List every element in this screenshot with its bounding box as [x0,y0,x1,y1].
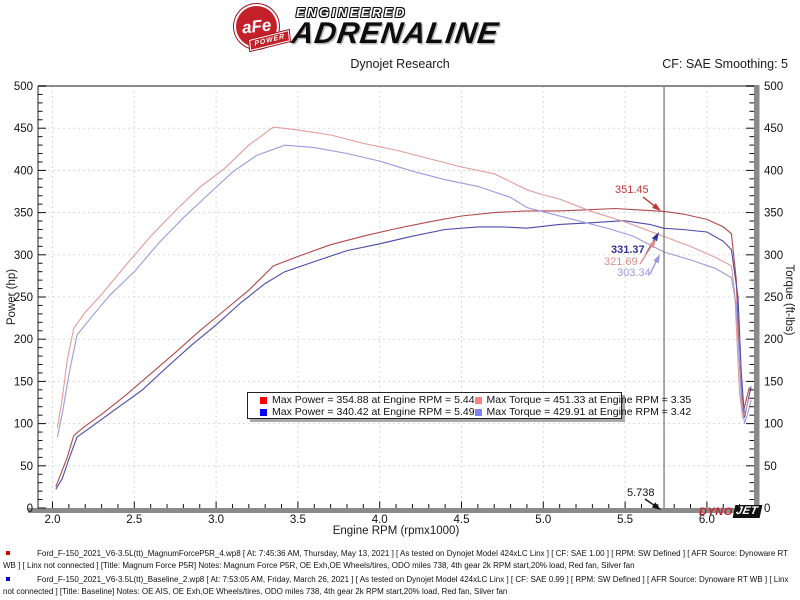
chart-legend: Max Power = 354.88 at Engine RPM = 5.44 … [247,392,691,419]
curve-baseline-torque-ft-lbs- [56,144,752,438]
annotation-value-5.738: 5.738 [627,487,655,499]
legend-label: Max Torque = 451.33 at Engine RPM = 3.35 [486,394,692,406]
svg-text:5.5: 5.5 [617,514,633,526]
legend-swatch-pink-icon [474,396,482,404]
dynojet-logo: DYNO JET [699,505,762,518]
run-entry-text: Ford_F-150_2021_V6-3.5L(tt)_MagnumForceP… [3,549,788,570]
svg-text:200: 200 [14,334,33,346]
annotation-value-321.69: 321.69 [604,256,638,268]
legend-item-torque-baseline: Max Torque = 429.91 at Engine RPM = 3.42 [474,406,692,418]
report-title: Dynojet Research [350,57,450,71]
svg-text:450: 450 [764,123,783,135]
axis-ticks [38,85,754,509]
series-curves [55,126,752,490]
svg-text:150: 150 [764,376,783,388]
annotation-arrowhead-icon [648,239,656,249]
gridlines [38,86,754,508]
svg-text:100: 100 [14,419,33,431]
curve-magnum-force-power-hp- [55,207,750,488]
svg-text:6.0: 6.0 [699,514,715,526]
legend-item-power-baseline: Max Power = 340.42 at Engine RPM = 5.49 [260,406,475,418]
curve-baseline-power-hp- [55,220,752,490]
svg-text:2.5: 2.5 [126,514,142,526]
run-entry-baseline: Ford_F-150_2021_V6-3.5L(tt)_Baseline_2.w… [3,574,797,598]
legend-item-power-magnumforce: Max Power = 354.88 at Engine RPM = 5.44 [260,394,475,406]
svg-text:400: 400 [764,165,783,177]
dynojet-logo-jet-text: JET [732,505,762,518]
legend-swatch-blue-icon [260,408,267,416]
svg-text:500: 500 [14,81,33,93]
y-axis-title-power: Power (hp) [6,268,18,326]
svg-text:4.5: 4.5 [454,514,470,526]
smoothing-setting-label: CF: SAE Smoothing: 5 [662,57,788,71]
run-bullet-blue-icon [6,577,10,581]
svg-text:200: 200 [764,334,783,346]
svg-text:300: 300 [14,250,33,262]
svg-text:3.5: 3.5 [290,514,306,526]
annotation-value-331.37: 331.37 [611,244,645,256]
legend-swatch-red-icon [260,396,267,404]
run-bullet-red-icon [6,551,10,555]
legend-label: Max Power = 340.42 at Engine RPM = 5.49 [272,406,475,418]
svg-text:450: 450 [14,123,33,135]
annotation-arrows [639,196,661,510]
logo-engineered-text: ENGINEERED [296,5,407,20]
svg-text:500: 500 [764,81,783,93]
dynojet-logo-dyno-text: DYNO [699,505,733,518]
svg-text:300: 300 [764,250,783,262]
svg-text:100: 100 [764,419,783,431]
svg-text:350: 350 [14,208,33,220]
annotation-arrowhead-icon [652,203,661,211]
annotation-arrowhead-icon [651,232,659,242]
svg-text:350: 350 [764,208,783,220]
svg-text:4.0: 4.0 [372,514,388,526]
curve-magnum-force-torque-ft-lbs- [56,126,750,428]
run-entry-magnumforce: Ford_F-150_2021_V6-3.5L(tt)_MagnumForceP… [3,548,797,572]
tick-labels: 0 0 50 50 100 100 150 150 200 200 250 250 300 300 350 3… [14,81,783,526]
svg-text:3.0: 3.0 [208,514,224,526]
x-axis-title: Engine RPM (rpmx1000) [332,525,460,537]
run-entry-text: Ford_F-150_2021_V6-3.5L(tt)_Baseline_2.w… [3,575,789,596]
annotation-arrowhead-icon [653,254,660,264]
run-info-footer: Ford_F-150_2021_V6-3.5L(tt)_MagnumForceP… [3,548,797,600]
svg-text:0: 0 [764,503,770,515]
svg-text:150: 150 [14,376,33,388]
legend-swatch-lightblue-icon [474,408,482,416]
afe-adrenaline-logo: aFe POWER ENGINEERED ADRENALINE [232,2,592,52]
svg-text:0: 0 [27,503,33,515]
annotation-value-351.45: 351.45 [615,184,649,196]
annotation-arrowhead-icon [651,502,661,510]
svg-text:50: 50 [20,461,33,473]
legend-label: Max Torque = 429.91 at Engine RPM = 3.42 [486,406,692,418]
svg-text:50: 50 [764,461,777,473]
svg-text:250: 250 [14,292,33,304]
legend-label: Max Power = 354.88 at Engine RPM = 5.44 [272,394,475,406]
svg-text:250: 250 [764,292,783,304]
svg-text:400: 400 [14,165,33,177]
svg-text:2.0: 2.0 [45,514,61,526]
legend-item-torque-magnumforce: Max Torque = 451.33 at Engine RPM = 3.35 [474,394,692,406]
annotation-value-303.34: 303.34 [617,267,651,279]
svg-text:5.0: 5.0 [535,514,551,526]
y-axis-title-torque: Torque (ft-lbs) [783,264,795,336]
